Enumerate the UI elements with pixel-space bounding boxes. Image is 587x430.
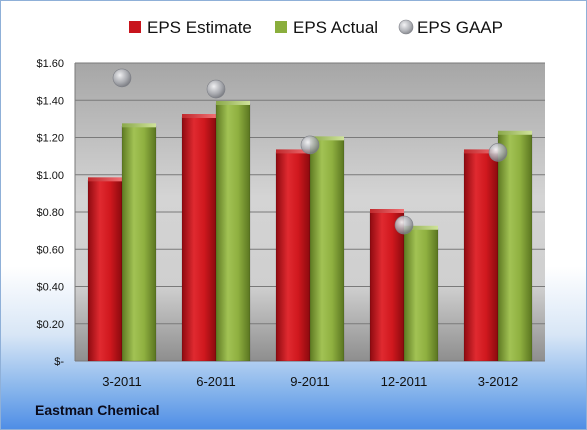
actual-bar-top xyxy=(216,100,250,105)
actual-bar xyxy=(121,126,157,362)
actual-bar-top xyxy=(310,136,344,141)
x-tick-label: 3-2011 xyxy=(102,374,142,389)
y-tick-label: $1.60 xyxy=(36,58,64,70)
estimate-bar xyxy=(87,180,123,362)
gaap-marker xyxy=(112,68,132,88)
legend-label: EPS Estimate xyxy=(147,18,252,37)
legend-swatch xyxy=(398,19,414,35)
legend-label: EPS GAAP xyxy=(417,18,503,37)
estimate-bar-top xyxy=(464,149,498,154)
y-tick-label: $1.20 xyxy=(36,133,64,145)
gaap-marker xyxy=(206,79,226,99)
y-tick-label: $0.40 xyxy=(36,282,64,294)
y-tick-label: $1.00 xyxy=(36,170,64,182)
estimate-bar xyxy=(463,152,499,362)
y-tick-label: $1.40 xyxy=(36,95,64,107)
gaap-marker xyxy=(394,215,414,235)
x-axis-ticks: 3-2011 6-2011 9-2011 12-2011 3-2012 xyxy=(102,374,518,389)
y-axis-ticks: $- $0.20 $0.40 $0.60 $0.80 $1.00 $1.20 $1.40 $1.… xyxy=(36,58,64,368)
estimate-bar xyxy=(181,116,217,362)
legend-swatch xyxy=(275,21,287,33)
actual-bar xyxy=(497,133,533,362)
y-tick-label: $- xyxy=(54,356,64,368)
legend-swatch xyxy=(129,21,141,33)
gaap-markers xyxy=(112,68,508,235)
gaap-marker xyxy=(488,143,508,162)
estimate-bar xyxy=(275,152,311,362)
legend-label: EPS Actual xyxy=(293,18,378,37)
gaap-marker xyxy=(300,135,320,155)
company-label: Eastman Chemical xyxy=(35,402,160,418)
actual-bar-top xyxy=(404,225,438,230)
legend: EPS Estimate EPS Actual EPS GAAP xyxy=(129,18,503,37)
y-tick-label: $0.60 xyxy=(36,244,64,256)
bars xyxy=(87,100,533,362)
estimate-bar-top xyxy=(88,177,122,182)
estimate-bar xyxy=(369,211,405,362)
estimate-bar-top xyxy=(182,114,216,119)
y-tick-label: $0.20 xyxy=(36,319,64,331)
x-tick-label: 6-2011 xyxy=(196,374,236,389)
actual-bar-top xyxy=(122,123,156,128)
x-tick-label: 12-2011 xyxy=(381,374,428,389)
estimate-bar-top xyxy=(370,209,404,213)
actual-bar xyxy=(215,103,251,362)
x-tick-label: 3-2012 xyxy=(478,374,518,389)
actual-bar-top xyxy=(498,130,532,135)
y-tick-label: $0.80 xyxy=(36,207,64,219)
actual-bar xyxy=(309,139,345,362)
x-tick-label: 9-2011 xyxy=(290,374,330,389)
estimate-bar-top xyxy=(276,149,310,154)
actual-bar xyxy=(403,228,439,362)
